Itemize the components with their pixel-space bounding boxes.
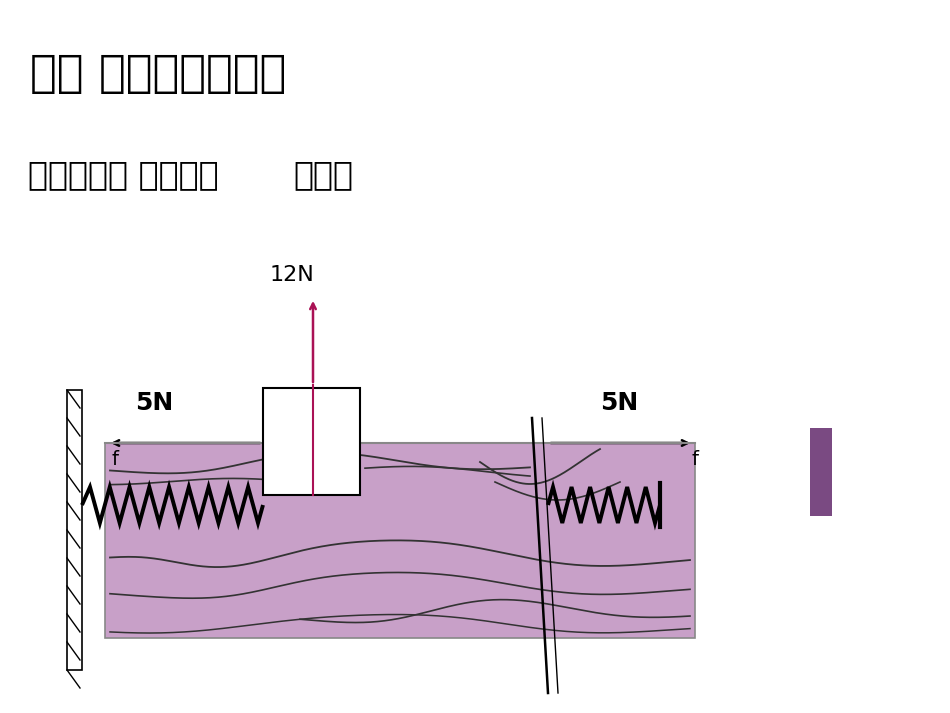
Text: 5N: 5N bbox=[600, 391, 638, 415]
Bar bbox=[810, 428, 832, 516]
Text: 弹力等: 弹力等 bbox=[293, 158, 353, 191]
Text: f: f bbox=[112, 450, 119, 469]
Text: 力：如重力 ，浮力，: 力：如重力 ，浮力， bbox=[28, 158, 219, 191]
Text: 一、 向量的物理背景: 一、 向量的物理背景 bbox=[30, 52, 286, 95]
Bar bbox=[105, 443, 695, 638]
Bar bbox=[263, 388, 360, 495]
Bar bbox=[67, 390, 82, 670]
Text: 5N: 5N bbox=[135, 391, 173, 415]
Text: f: f bbox=[691, 450, 698, 469]
Text: 12N: 12N bbox=[270, 265, 314, 285]
